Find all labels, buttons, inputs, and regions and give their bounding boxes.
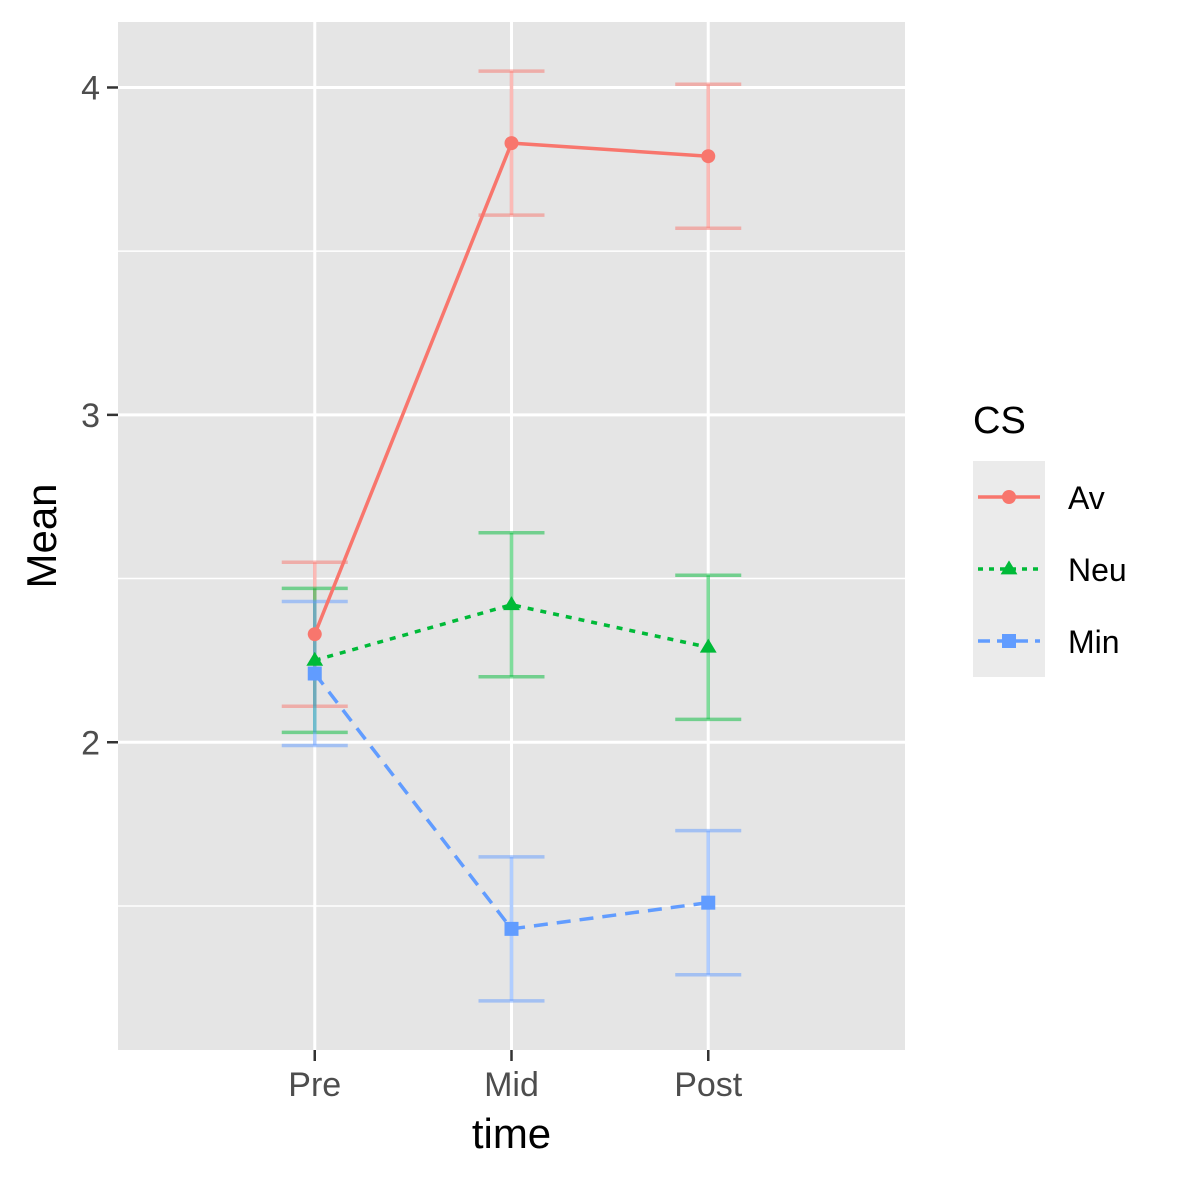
data-point-min	[307, 666, 322, 681]
legend: CS Av Neu Min	[973, 400, 1127, 677]
data-point-neu	[503, 596, 520, 611]
data-point-neu	[699, 638, 717, 653]
data-point-neu	[306, 651, 324, 666]
legend-marker-min	[1002, 634, 1016, 648]
y-tick-label: 2	[81, 724, 100, 762]
data-point-min	[701, 895, 716, 910]
x-tick-label: Post	[674, 1066, 743, 1104]
legend-label-neu: Neu	[1068, 552, 1127, 588]
axes: 2 3 4 Pre Mid Post	[81, 69, 743, 1104]
series-line-neu	[314, 602, 709, 663]
y-axis-title: Mean	[18, 483, 65, 588]
legend-marker-av	[1002, 490, 1016, 504]
x-tick-label: Mid	[484, 1066, 539, 1104]
data-point-av	[504, 136, 519, 151]
x-axis-title: time	[472, 1110, 551, 1157]
legend-marker-neu	[1000, 560, 1018, 575]
data-point-av	[701, 149, 716, 164]
x-tick-label: Pre	[288, 1066, 341, 1104]
series-points	[306, 136, 717, 936]
legend-label-min: Min	[1068, 624, 1120, 660]
y-tick-label: 3	[81, 397, 100, 435]
data-point-min	[504, 921, 519, 936]
y-tick-label: 4	[81, 69, 100, 107]
legend-label-av: Av	[1068, 480, 1105, 516]
data-point-av	[307, 627, 322, 642]
legend-title: CS	[973, 400, 1026, 442]
